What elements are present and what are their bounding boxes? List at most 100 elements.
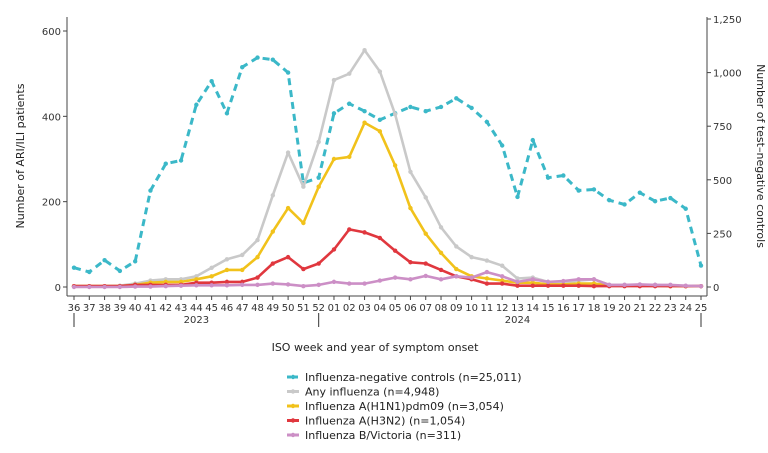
legend-label: Any influenza (n=4,948) <box>305 386 439 399</box>
x-tick-label: 10 <box>465 303 478 314</box>
x-tick-label: 04 <box>373 303 386 314</box>
data-point <box>454 96 459 101</box>
data-point <box>454 266 459 272</box>
x-tick-label: 20 <box>618 303 631 314</box>
data-point <box>148 284 153 289</box>
data-point <box>652 282 658 288</box>
data-point <box>530 283 535 288</box>
data-point <box>209 283 214 288</box>
data-point <box>607 282 612 288</box>
data-point <box>71 265 77 270</box>
data-point <box>392 112 398 117</box>
legend-marker <box>290 389 296 394</box>
data-point <box>224 267 230 273</box>
data-point <box>117 268 123 274</box>
series-lines <box>71 48 704 290</box>
data-point <box>484 119 490 125</box>
year-label: 2024 <box>505 315 530 326</box>
x-tick-label: 37 <box>83 303 96 314</box>
data-point <box>530 277 535 282</box>
data-point <box>347 227 352 232</box>
data-point <box>331 77 337 83</box>
legend-marker <box>290 374 296 380</box>
right-y-tick-label: 1,000 <box>713 69 742 80</box>
series-line <box>74 121 701 288</box>
data-point <box>347 101 352 106</box>
data-point <box>301 266 306 272</box>
data-point <box>408 205 413 211</box>
left-y-axis-title: Number of ARI/ILI patients <box>14 83 27 228</box>
data-point <box>209 265 214 270</box>
x-ticks: 36 37 38 39 40 41 42 43 44 45 46 47 48 49 50 51 52 01 02 03… <box>68 296 708 314</box>
data-point <box>255 282 260 288</box>
data-point <box>362 108 367 114</box>
x-tick-label: 25 <box>695 303 708 314</box>
data-point <box>316 139 321 145</box>
data-point <box>515 276 520 281</box>
x-tick-label: 13 <box>511 303 524 314</box>
right-y-tick-label: 750 <box>713 122 732 133</box>
data-point <box>331 156 337 162</box>
data-point <box>438 225 444 230</box>
data-point <box>178 283 184 288</box>
series-line <box>74 270 702 289</box>
data-point <box>469 105 474 111</box>
data-point <box>637 282 643 287</box>
right-y-axis-title: Number of test–negative controls <box>754 64 767 248</box>
series-1 <box>71 48 704 289</box>
data-point <box>499 281 505 286</box>
data-point <box>316 184 321 189</box>
data-point <box>362 281 367 286</box>
data-point <box>347 71 352 76</box>
left-y-tick-label: 0 <box>55 283 61 294</box>
data-point <box>102 284 107 290</box>
data-point <box>301 220 306 226</box>
data-point <box>438 104 444 110</box>
data-point <box>240 252 245 258</box>
x-tick-label: 45 <box>205 303 218 314</box>
legend-item: Influenza B/Victoria (n=311) <box>287 429 461 442</box>
data-point <box>285 282 291 287</box>
x-tick-label: 51 <box>297 303 310 314</box>
data-point <box>255 55 260 60</box>
data-point <box>285 150 291 155</box>
data-point <box>683 206 688 211</box>
data-point <box>377 69 383 74</box>
x-tick-label: 24 <box>679 303 692 314</box>
legend-item: Any influenza (n=4,948) <box>287 386 439 399</box>
data-point <box>469 254 474 260</box>
data-point <box>438 267 444 273</box>
data-point <box>576 283 581 288</box>
x-tick-label: 11 <box>481 303 494 314</box>
x-tick-label: 52 <box>312 303 325 314</box>
data-point <box>591 187 597 192</box>
x-tick-label: 42 <box>159 303 172 314</box>
data-point <box>362 230 367 235</box>
legend-label: Influenza A(H1N1)pdm09 (n=3,054) <box>305 400 504 413</box>
data-point <box>408 277 413 282</box>
data-point <box>270 281 276 286</box>
data-point <box>515 283 520 288</box>
year-markers: 2023 2024 <box>73 313 702 327</box>
x-tick-label: 50 <box>282 303 295 314</box>
data-point <box>377 235 383 241</box>
data-point <box>331 111 337 116</box>
data-point <box>484 269 490 275</box>
data-point <box>102 258 107 263</box>
x-tick-label: 46 <box>221 303 234 314</box>
data-point <box>591 277 597 282</box>
data-point <box>545 283 551 288</box>
x-tick-label: 12 <box>496 303 509 314</box>
legend-label: Influenza-negative controls (n=25,011) <box>305 371 522 384</box>
data-point <box>408 104 413 110</box>
data-point <box>499 274 505 279</box>
x-tick-label: 39 <box>114 303 127 314</box>
x-tick-label: 08 <box>435 303 448 314</box>
right-y-tick-label: 500 <box>713 176 732 187</box>
data-point <box>240 282 245 288</box>
x-tick-label: 03 <box>358 303 371 314</box>
x-tick-label: 44 <box>190 303 203 314</box>
data-point <box>668 282 673 288</box>
data-point <box>408 169 413 174</box>
